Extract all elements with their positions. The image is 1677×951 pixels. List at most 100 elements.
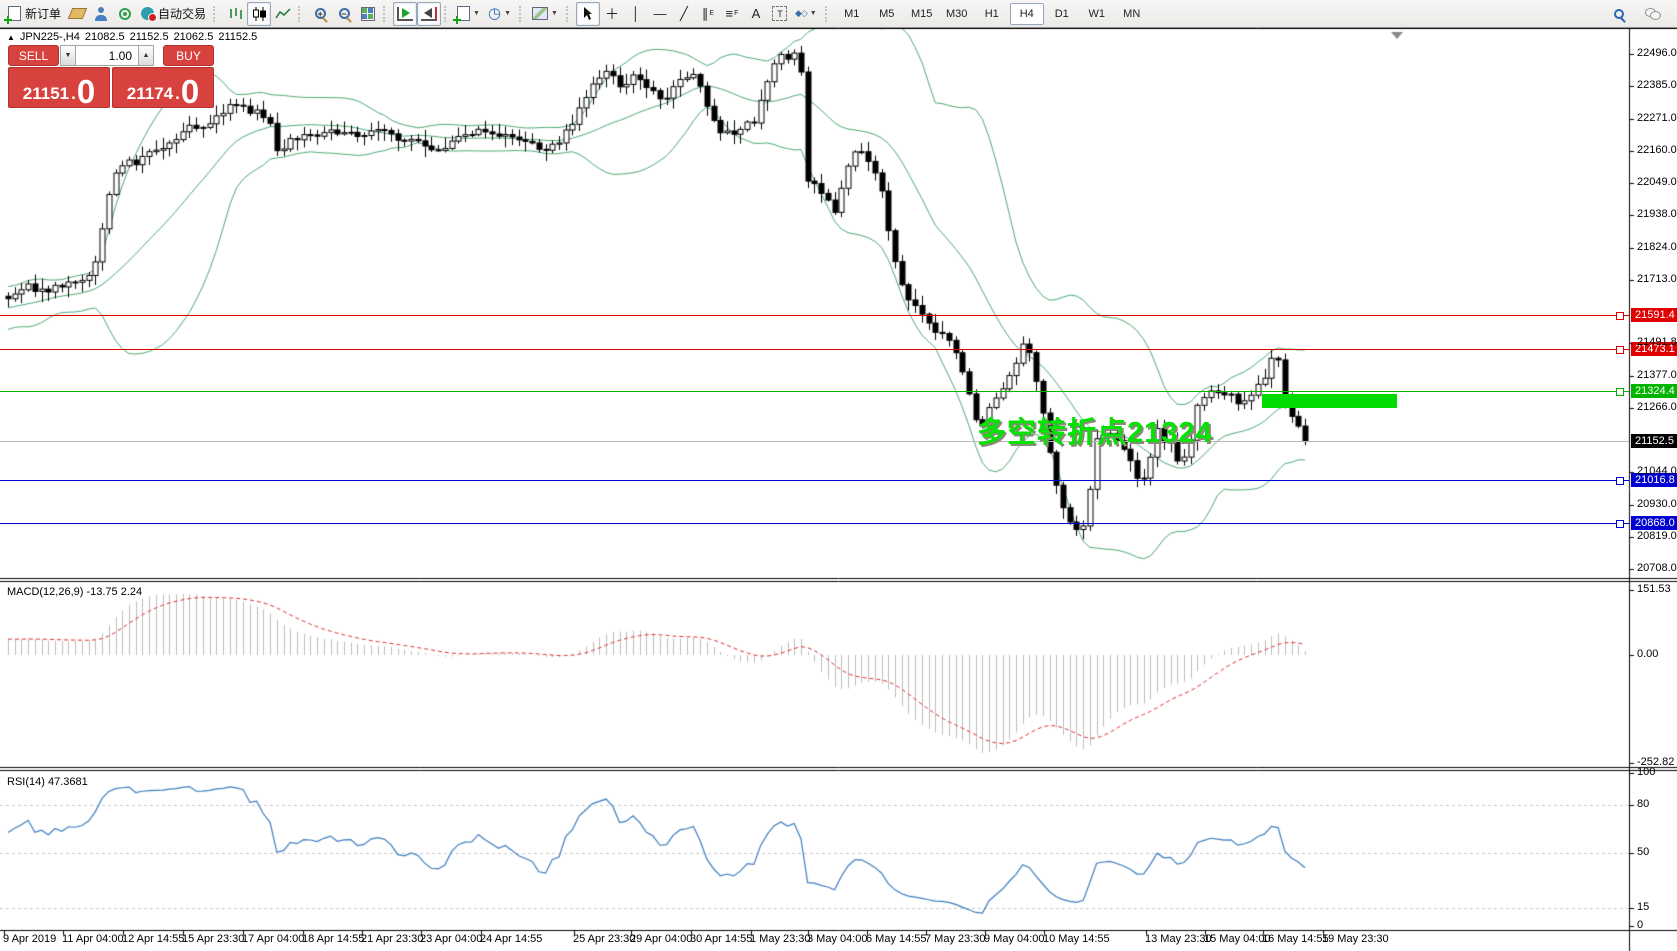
highlight-rectangle[interactable]: [1262, 394, 1397, 408]
text-label-tool-button[interactable]: T: [768, 2, 792, 26]
ohlc-low: 21062.5: [173, 31, 214, 43]
timeframe-mn[interactable]: MN: [1123, 7, 1141, 20]
price-tick-label: 21824.0: [1637, 240, 1677, 253]
timeframe-m1[interactable]: M1: [844, 7, 860, 20]
tile-windows-button[interactable]: [356, 2, 380, 26]
time-axis-label: 12 Apr 14:55: [122, 933, 185, 945]
rsi-scale-label: 50: [1637, 845, 1650, 858]
fibonacci-tool-button[interactable]: ≡ F: [725, 6, 739, 21]
toolbar-handle: [213, 5, 218, 22]
buy-price-display[interactable]: 21174. 0: [112, 67, 214, 108]
time-axis-label: 25 Apr 23:30: [573, 933, 636, 945]
bar-chart-icon: [229, 8, 242, 19]
eraser-button[interactable]: [65, 2, 89, 26]
time-axis-label: 6 May 14:55: [866, 933, 927, 945]
timeframe-h4[interactable]: H4: [1009, 2, 1044, 25]
autotrading-button[interactable]: 自动交易: [137, 2, 210, 26]
chat-icon: [1645, 8, 1661, 20]
autotrading-label: 自动交易: [158, 7, 207, 21]
macd-label: MACD(12,26,9) -13.75 2.24: [7, 586, 143, 598]
sell-price-display[interactable]: 21151. 0: [8, 67, 110, 108]
price-tick-label: 21491.8: [1637, 336, 1677, 349]
time-axis-label: 1 May 23:30: [750, 933, 811, 945]
zoom-out-button[interactable]: −: [332, 2, 356, 26]
channel-tool-button[interactable]: ∥ E: [701, 5, 715, 21]
rsi-label: RSI(14) 47.3681: [7, 776, 88, 788]
time-axis-label: 29 Apr 04:00: [630, 933, 693, 945]
collapse-arrow-icon[interactable]: ▲: [7, 32, 15, 42]
profile-icon: [94, 6, 108, 21]
new-order-label: 新订单: [25, 7, 62, 21]
price-tick-label: 21044.0: [1637, 465, 1677, 478]
periods-button[interactable]: ◷ ▼: [485, 2, 516, 26]
new-order-icon: [4, 6, 21, 24]
line-chart-button[interactable]: [271, 2, 295, 26]
buy-price-frac: 0: [180, 72, 200, 110]
timeframe-m15[interactable]: M15: [911, 7, 933, 20]
chart-shift-icon: [421, 6, 438, 21]
tile-windows-icon: [361, 6, 376, 21]
cursor-icon: [584, 7, 593, 20]
template-icon: [532, 7, 548, 20]
signals-button[interactable]: [113, 2, 137, 26]
search-icon: [1614, 8, 1624, 19]
volume-increase-button[interactable]: ▲: [138, 45, 154, 66]
arrows-icon: ◆◇: [794, 8, 808, 18]
search-button[interactable]: [1607, 2, 1631, 26]
timeframe-m5[interactable]: M5: [879, 7, 895, 20]
ohlc-high: 21152.5: [129, 31, 169, 43]
crosshair-tool-button[interactable]: ＋: [600, 2, 624, 26]
profile-button[interactable]: [89, 2, 113, 26]
price-tick-label: 20930.0: [1637, 498, 1677, 511]
indicators-icon: [453, 6, 471, 24]
time-axis-label: 19 May 23:30: [1322, 933, 1389, 945]
candlestick-chart-icon: [252, 6, 266, 21]
cursor-tool-button[interactable]: [575, 1, 600, 26]
timeframe-d1[interactable]: D1: [1054, 7, 1069, 20]
chart-annotation-text[interactable]: 多空转折点21324: [977, 417, 1213, 449]
templates-button[interactable]: ▼: [529, 2, 563, 26]
horizontal-line-tool-button[interactable]: —: [648, 2, 672, 26]
arrows-tool-button[interactable]: ◆◇ ▼: [792, 2, 822, 26]
toolbar: 新订单 自动交易 + − ▼ ◷ ▼ ▼: [0, 0, 1677, 28]
signals-icon: [119, 7, 132, 20]
vertical-line-tool-button[interactable]: │: [624, 2, 648, 26]
zoom-out-icon: −: [338, 8, 350, 19]
candlestick-chart-button[interactable]: [247, 1, 272, 26]
time-axis-label: 21 Apr 23:30: [361, 933, 424, 945]
chat-button[interactable]: [1641, 2, 1665, 26]
time-axis-label: 9 May 04:00: [984, 933, 1045, 945]
new-order-button[interactable]: 新订单: [4, 2, 65, 26]
toolbar-handle: [824, 5, 830, 22]
text-tool-button[interactable]: A: [744, 2, 768, 26]
volume-stepper: ▼ ▲: [60, 45, 162, 66]
time-axis-label: 15 May 04:00: [1204, 933, 1271, 945]
toolbar-handle: [383, 5, 388, 22]
price-chart-canvas[interactable]: [0, 28, 1677, 951]
trendline-tool-button[interactable]: ╱: [672, 2, 696, 26]
ohlc-open: 21082.5: [84, 31, 125, 43]
price-tick-label: 22496.0: [1637, 47, 1677, 59]
auto-scroll-button[interactable]: [393, 1, 418, 26]
timeframe-h1[interactable]: H1: [984, 7, 999, 20]
bar-chart-button[interactable]: [223, 2, 247, 26]
toolbar-handle: [519, 5, 524, 22]
clock-icon: ◷: [487, 5, 502, 22]
zoom-in-icon: +: [314, 8, 326, 19]
toolbar-handle: [565, 5, 571, 22]
timeframe-w1[interactable]: W1: [1088, 7, 1105, 20]
time-axis-label: 9 Apr 2019: [3, 933, 57, 945]
zoom-in-button[interactable]: +: [308, 2, 332, 26]
price-tick-label: 20819.0: [1637, 530, 1677, 543]
indicators-button[interactable]: ▼: [453, 2, 485, 26]
line-chart-icon: [275, 7, 291, 18]
chart-shift-button[interactable]: [417, 1, 442, 26]
time-axis-label: 18 Apr 14:55: [302, 933, 365, 945]
sell-button[interactable]: SELL: [8, 45, 59, 66]
buy-button[interactable]: BUY: [163, 45, 214, 66]
macd-scale-label: 0.00: [1637, 648, 1659, 660]
volume-decrease-button[interactable]: ▼: [60, 45, 76, 66]
volume-input[interactable]: [76, 45, 138, 66]
timeframe-m30[interactable]: M30: [946, 7, 968, 20]
one-click-trading-panel: SELL ▼ ▲ BUY 21151.0 21174.0: [8, 45, 214, 108]
